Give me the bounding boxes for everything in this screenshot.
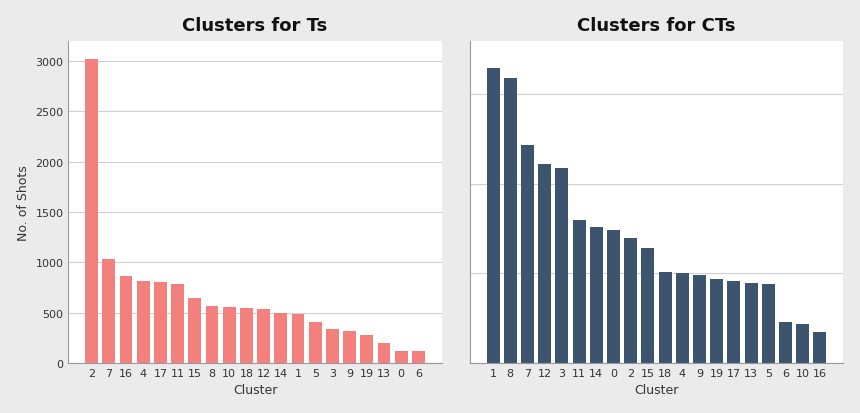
Bar (573, 220, 586, 363)
Bar (240, 309, 253, 363)
Bar (693, 275, 706, 363)
Bar (762, 285, 775, 363)
Bar (154, 282, 167, 363)
Bar (292, 314, 304, 363)
Bar (504, 79, 517, 363)
Bar (538, 165, 551, 363)
Bar (556, 169, 568, 363)
Bar (745, 284, 758, 363)
Bar (395, 351, 408, 363)
Title: Clusters for CTs: Clusters for CTs (577, 17, 736, 35)
Bar (642, 249, 654, 363)
Bar (188, 299, 201, 363)
Bar (360, 335, 373, 363)
Bar (343, 331, 356, 363)
Bar (521, 145, 534, 363)
Bar (659, 272, 672, 363)
Bar (378, 343, 390, 363)
Bar (412, 351, 425, 363)
Bar (85, 60, 98, 363)
Bar (137, 282, 150, 363)
Bar (676, 273, 689, 363)
Bar (223, 307, 236, 363)
Bar (607, 231, 620, 363)
Bar (171, 285, 184, 363)
Bar (590, 227, 603, 363)
Bar (487, 69, 500, 363)
Bar (274, 313, 287, 363)
Bar (710, 279, 723, 363)
Bar (796, 324, 809, 363)
Bar (309, 322, 322, 363)
Bar (120, 277, 132, 363)
Bar (326, 330, 339, 363)
Bar (624, 238, 637, 363)
Bar (257, 309, 270, 363)
Bar (206, 306, 218, 363)
Y-axis label: No. of Shots: No. of Shots (16, 164, 29, 240)
X-axis label: Cluster: Cluster (233, 383, 277, 396)
Bar (814, 333, 826, 363)
Bar (728, 282, 740, 363)
Bar (779, 322, 792, 363)
X-axis label: Cluster: Cluster (635, 383, 679, 396)
Title: Clusters for Ts: Clusters for Ts (182, 17, 328, 35)
Bar (102, 260, 115, 363)
